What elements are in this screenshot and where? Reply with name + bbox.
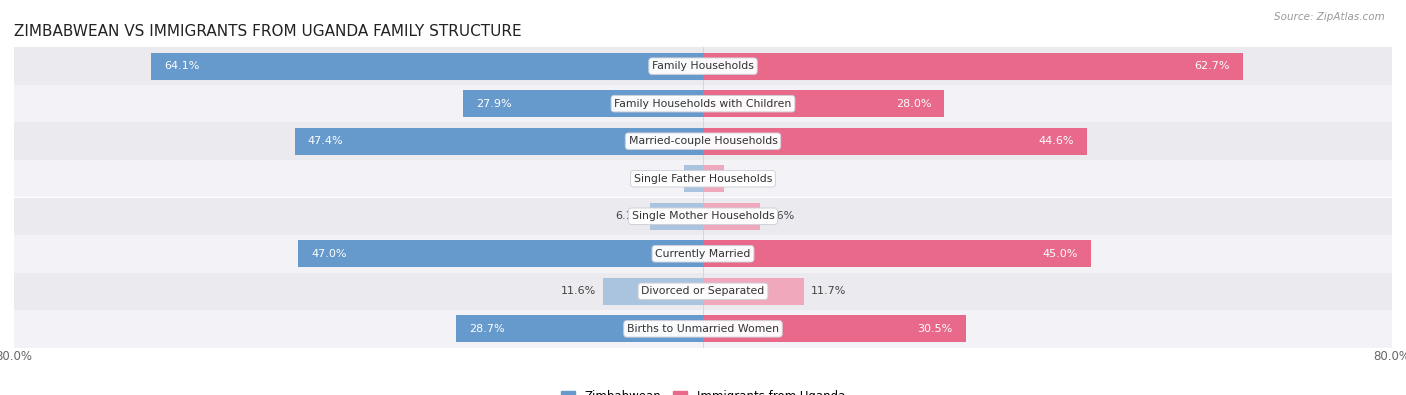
Bar: [14, 122, 1392, 160]
Text: ZIMBABWEAN VS IMMIGRANTS FROM UGANDA FAMILY STRUCTURE: ZIMBABWEAN VS IMMIGRANTS FROM UGANDA FAM…: [14, 24, 522, 39]
Legend: Zimbabwean, Immigrants from Uganda: Zimbabwean, Immigrants from Uganda: [557, 385, 849, 395]
Text: 47.4%: 47.4%: [308, 136, 343, 146]
Bar: [703, 203, 759, 230]
Bar: [703, 53, 1243, 80]
Bar: [14, 310, 1392, 348]
Text: 64.1%: 64.1%: [165, 61, 200, 71]
Bar: [14, 85, 1392, 122]
Bar: [685, 165, 703, 192]
Text: 11.6%: 11.6%: [561, 286, 596, 296]
Bar: [14, 198, 1392, 235]
Text: Single Father Households: Single Father Households: [634, 174, 772, 184]
Bar: [14, 235, 1392, 273]
Bar: [603, 278, 703, 305]
Bar: [456, 315, 703, 342]
Text: 2.4%: 2.4%: [731, 174, 759, 184]
Text: Family Households with Children: Family Households with Children: [614, 99, 792, 109]
Text: 45.0%: 45.0%: [1042, 249, 1077, 259]
Bar: [703, 315, 966, 342]
Text: Source: ZipAtlas.com: Source: ZipAtlas.com: [1274, 12, 1385, 22]
Bar: [703, 165, 724, 192]
Text: 28.7%: 28.7%: [468, 324, 505, 334]
Text: Births to Unmarried Women: Births to Unmarried Women: [627, 324, 779, 334]
Bar: [14, 273, 1392, 310]
Text: Family Households: Family Households: [652, 61, 754, 71]
Text: 2.2%: 2.2%: [648, 174, 678, 184]
Bar: [703, 278, 804, 305]
Text: 62.7%: 62.7%: [1195, 61, 1230, 71]
Text: Divorced or Separated: Divorced or Separated: [641, 286, 765, 296]
Bar: [703, 90, 945, 117]
Text: 27.9%: 27.9%: [475, 99, 512, 109]
Bar: [298, 240, 703, 267]
Bar: [14, 47, 1392, 85]
Bar: [703, 240, 1091, 267]
Text: 6.6%: 6.6%: [766, 211, 794, 221]
Bar: [150, 53, 703, 80]
Text: 11.7%: 11.7%: [811, 286, 846, 296]
Bar: [463, 90, 703, 117]
Text: Currently Married: Currently Married: [655, 249, 751, 259]
Bar: [295, 128, 703, 155]
Text: 47.0%: 47.0%: [311, 249, 347, 259]
Text: 6.1%: 6.1%: [616, 211, 644, 221]
Text: 28.0%: 28.0%: [896, 99, 931, 109]
Text: 44.6%: 44.6%: [1039, 136, 1074, 146]
Bar: [14, 160, 1392, 198]
Text: Married-couple Households: Married-couple Households: [628, 136, 778, 146]
Text: Single Mother Households: Single Mother Households: [631, 211, 775, 221]
Text: 30.5%: 30.5%: [918, 324, 953, 334]
Bar: [651, 203, 703, 230]
Bar: [703, 128, 1087, 155]
